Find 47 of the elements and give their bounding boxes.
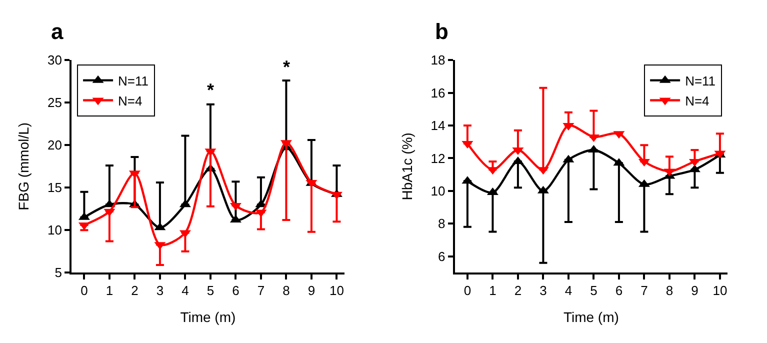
x-tick-label: 10 bbox=[329, 283, 344, 298]
x-tick-label: 8 bbox=[666, 283, 674, 298]
y-tick-label: 25 bbox=[48, 95, 62, 110]
y-tick-label: 14 bbox=[430, 118, 446, 134]
y-tick-label: 30 bbox=[48, 52, 62, 68]
x-tick-label: 0 bbox=[464, 283, 472, 298]
x-tick-label: 8 bbox=[282, 283, 290, 298]
x-tick-label: 4 bbox=[182, 283, 189, 298]
x-tick-label: 4 bbox=[564, 283, 572, 298]
legend-label: N=11 bbox=[118, 73, 149, 88]
x-axis-title: Time (m) bbox=[180, 309, 236, 326]
annotation: * bbox=[283, 57, 290, 77]
y-tick-label: 18 bbox=[430, 52, 446, 68]
legend-label: N=4 bbox=[118, 93, 142, 108]
y-tick-label: 8 bbox=[438, 216, 446, 232]
y-tick-label: 5 bbox=[54, 265, 62, 280]
y-axis-title: FBG (mmol/L) bbox=[16, 122, 32, 210]
x-axis-title: Time (m) bbox=[563, 309, 619, 326]
legend-label: N=11 bbox=[685, 73, 716, 88]
x-tick-label: 1 bbox=[489, 283, 496, 298]
x-tick-label: 3 bbox=[156, 283, 164, 298]
annotation: * bbox=[207, 80, 214, 100]
x-tick-label: 1 bbox=[106, 283, 114, 298]
x-tick-label: 10 bbox=[712, 283, 728, 298]
y-tick-label: 15 bbox=[48, 180, 62, 196]
x-tick-label: 3 bbox=[540, 283, 547, 298]
y-tick-label: 10 bbox=[430, 183, 446, 198]
x-tick-label: 7 bbox=[257, 283, 265, 298]
x-tick-label: 5 bbox=[206, 283, 214, 298]
y-tick-label: 12 bbox=[430, 150, 446, 166]
x-tick-label: 6 bbox=[615, 283, 623, 298]
y-tick-label: 6 bbox=[438, 248, 446, 264]
x-tick-label: 6 bbox=[232, 283, 240, 298]
chart-title: b bbox=[435, 19, 448, 44]
x-tick-label: 7 bbox=[640, 283, 648, 298]
legend-label: N=4 bbox=[685, 93, 710, 108]
chart-title: a bbox=[51, 19, 64, 44]
x-tick-label: 5 bbox=[590, 283, 598, 298]
x-tick-label: 9 bbox=[308, 283, 316, 298]
x-tick-label: 9 bbox=[691, 283, 698, 298]
x-tick-label: 2 bbox=[514, 283, 522, 298]
y-tick-label: 10 bbox=[48, 222, 62, 238]
x-tick-label: 0 bbox=[80, 283, 88, 298]
y-axis-title: HbA1c (%) bbox=[398, 132, 415, 200]
x-tick-label: 2 bbox=[131, 283, 138, 298]
y-tick-label: 20 bbox=[48, 138, 62, 153]
y-tick-label: 16 bbox=[430, 85, 446, 100]
